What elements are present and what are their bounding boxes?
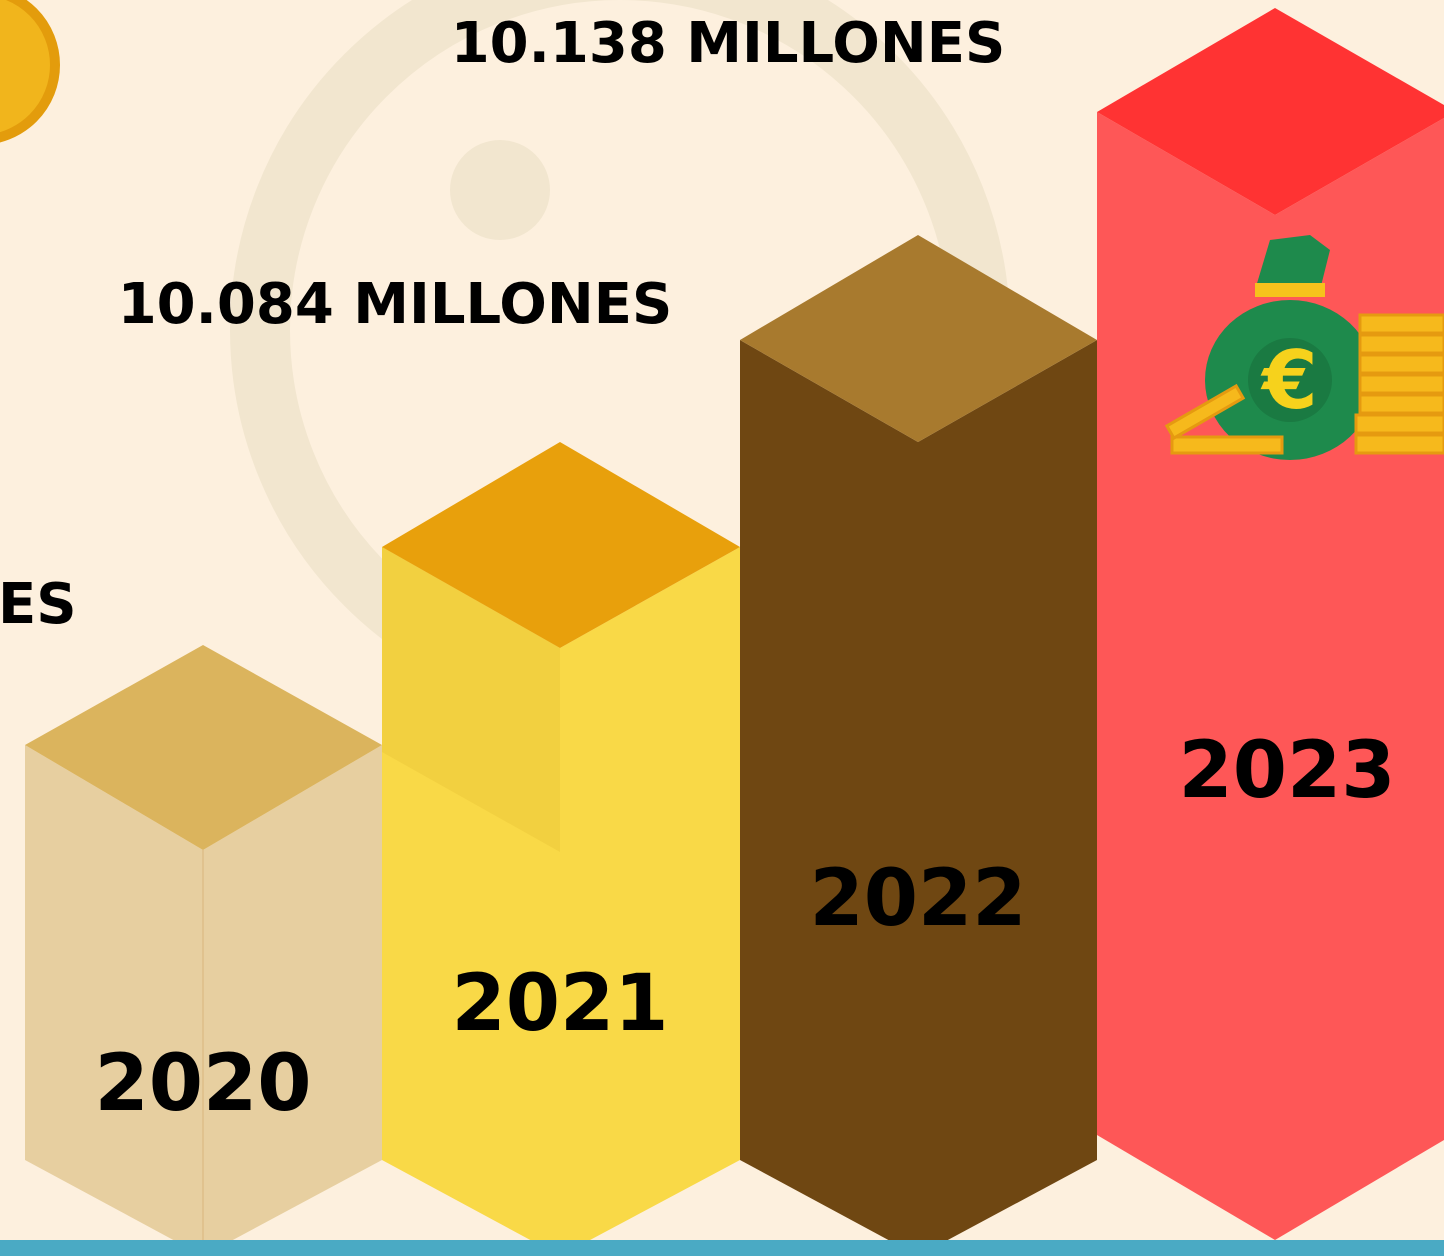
- svg-text:€: €: [1260, 334, 1318, 427]
- bar-2021: [382, 442, 740, 1256]
- year-label: 2022: [809, 854, 1026, 944]
- background-decoration: [450, 140, 550, 240]
- year-label: 2021: [451, 959, 668, 1049]
- bottom-band: [0, 1240, 1444, 1256]
- money-bag-icon: €: [1164, 235, 1444, 460]
- coin-icon: [0, 0, 60, 143]
- amount-label: ES: [0, 572, 77, 637]
- amount-label: 10.138 MILLONES: [451, 11, 1006, 76]
- year-label: 2020: [94, 1039, 311, 1129]
- bar-2020: [25, 645, 382, 1256]
- year-label: 2023: [1178, 726, 1395, 816]
- bar-2023: [1097, 8, 1444, 1240]
- bar-2022: [740, 235, 1097, 1256]
- amount-label: 10.084 MILLONES: [118, 272, 673, 337]
